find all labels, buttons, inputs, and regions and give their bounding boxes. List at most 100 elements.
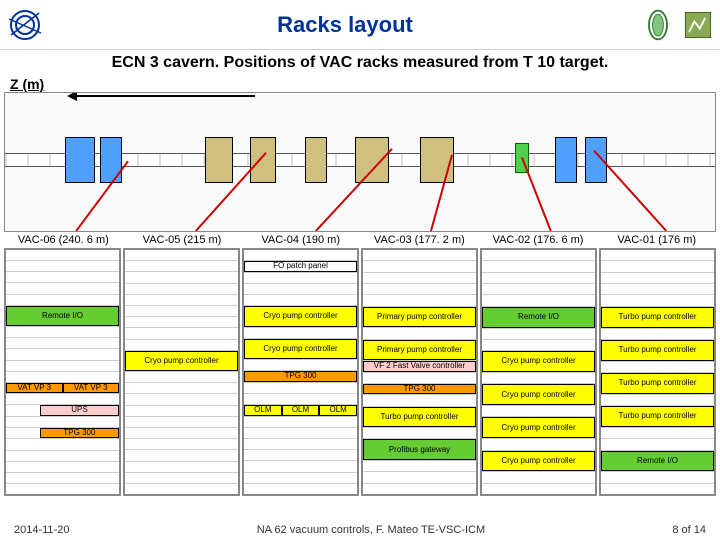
rack-slot [125, 272, 238, 283]
rack-slot [601, 273, 714, 284]
rack-slot [125, 439, 238, 450]
rack-slot: Primary pump controller [363, 340, 476, 362]
module-turbo: Turbo pump controller [601, 406, 714, 427]
te-logo [640, 0, 720, 50]
rack-slot [482, 484, 595, 494]
rack-slot [125, 383, 238, 394]
rack-slot [244, 394, 357, 405]
rack-slot [244, 439, 357, 450]
rack-slot [6, 394, 119, 405]
rack-slot [244, 295, 357, 306]
rack-slot [244, 428, 357, 439]
module-primary: Primary pump controller [363, 340, 476, 361]
rack-slot [363, 373, 476, 384]
rack-slot [125, 372, 238, 383]
beamline-schematic [4, 92, 716, 232]
page-title: Racks layout [50, 12, 640, 38]
rack-slot [601, 484, 714, 494]
rack-slot [6, 349, 119, 360]
module-remote_io: Remote I/O [482, 307, 595, 328]
module-tpg300: TPG 300 [244, 371, 357, 381]
rack-slot: TPG 300 [244, 371, 357, 382]
rack-slot [244, 284, 357, 295]
module-vf2: VF 2 Fast Valve controller [363, 361, 476, 371]
footer-page: 8 of 14 [672, 524, 706, 536]
module-turbo: Turbo pump controller [601, 307, 714, 328]
rack-slot [601, 395, 714, 406]
module-ups: UPS [40, 405, 119, 415]
rack-slot: Primary pump controller [363, 307, 476, 329]
rack-vac-05: Cryo pump controller [123, 248, 240, 496]
rack-slot [125, 250, 238, 261]
rack-slot [363, 328, 476, 339]
rack-slot [125, 406, 238, 417]
rack-slot [6, 439, 119, 450]
rack-slot: UPS [6, 405, 119, 416]
rack-slot [363, 295, 476, 306]
rack-slot [363, 395, 476, 406]
rack-slot [244, 360, 357, 371]
cern-logo [0, 0, 50, 50]
beamline-magnet [355, 137, 389, 183]
rack-label: VAC-06 (240. 6 m) [4, 234, 123, 246]
rack-slot [6, 338, 119, 349]
rack-slot [601, 250, 714, 261]
z-axis-label: Z (m) [0, 76, 720, 92]
rack-slot [244, 273, 357, 284]
rack-slot [6, 261, 119, 272]
rack-label: VAC-01 (176 m) [597, 234, 716, 246]
rack-slot: Cryo pump controller [244, 306, 357, 327]
module-turbo: Turbo pump controller [363, 407, 476, 428]
rack-slot: Profibus gateway [363, 439, 476, 461]
rack-slot [125, 340, 238, 351]
rack-slot [363, 250, 476, 261]
module-cryo: Cryo pump controller [244, 306, 357, 326]
rack-slot [125, 428, 238, 439]
rack-slot [601, 261, 714, 272]
module-olm: OLM [282, 405, 320, 415]
rack-label: VAC-05 (215 m) [123, 234, 242, 246]
rack-slot: Cryo pump controller [244, 339, 357, 360]
rack-slot [244, 450, 357, 461]
module-cryo: Cryo pump controller [244, 339, 357, 359]
rack-slot: Remote I/O [6, 306, 119, 327]
rack-slot [125, 417, 238, 428]
rack-slot [6, 417, 119, 428]
rack-slot: Cryo pump controller [482, 384, 595, 406]
rack-slot: TPG 300 [6, 428, 119, 439]
rack-slot: Cryo pump controller [125, 351, 238, 372]
beamline-magnet [100, 137, 122, 183]
module-tpg300: TPG 300 [40, 428, 119, 438]
module-tpg300: TPG 300 [363, 384, 476, 394]
module-cryo: Cryo pump controller [482, 384, 595, 405]
racks-row: Remote I/OVAT VP 3VAT VP 3UPSTPG 300Cryo… [0, 246, 720, 496]
rack-slot [363, 472, 476, 483]
z-arrow-icon [75, 95, 255, 97]
footer: 2014-11-20 NA 62 vacuum controls, F. Mat… [0, 524, 720, 536]
rack-vac-01: Turbo pump controller Turbo pump controll… [599, 248, 716, 496]
rack-slot [244, 250, 357, 261]
rack-slot [6, 462, 119, 473]
rack-slot: Cryo pump controller [482, 351, 595, 373]
rack-slot [363, 284, 476, 295]
module-primary: Primary pump controller [363, 307, 476, 328]
module-profibus: Profibus gateway [363, 439, 476, 460]
rack-slot: Turbo pump controller [363, 407, 476, 429]
rack-vac-02: Remote I/O Cryo pump controller Cryo pump … [480, 248, 597, 496]
rack-slot [6, 484, 119, 494]
rack-slot: Cryo pump controller [482, 451, 595, 473]
rack-slot [6, 295, 119, 306]
rack-slot [6, 250, 119, 261]
rack-slot [6, 361, 119, 372]
header: Racks layout [0, 0, 720, 50]
footer-date: 2014-11-20 [14, 524, 69, 536]
rack-slot: Turbo pump controller [601, 373, 714, 395]
rack-slot [482, 261, 595, 272]
rack-slot [363, 484, 476, 494]
rack-slot [125, 484, 238, 494]
rack-slot [125, 295, 238, 306]
module-cryo: Cryo pump controller [482, 351, 595, 372]
module-remote_io: Remote I/O [601, 451, 714, 472]
rack-slot [244, 473, 357, 484]
module-vatvp3: VAT VP 3 [6, 383, 63, 393]
